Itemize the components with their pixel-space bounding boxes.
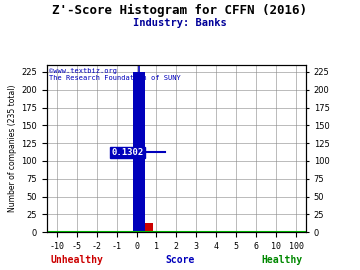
Text: Z'-Score Histogram for CFFN (2016): Z'-Score Histogram for CFFN (2016) xyxy=(53,4,307,17)
Text: Score: Score xyxy=(165,255,195,265)
Bar xyxy=(145,223,153,232)
Text: Unhealthy: Unhealthy xyxy=(50,255,103,265)
Text: Industry: Banks: Industry: Banks xyxy=(133,18,227,28)
Y-axis label: Number of companies (235 total): Number of companies (235 total) xyxy=(8,85,17,212)
Text: ©www.textbiz.org
The Research Foundation of SUNY: ©www.textbiz.org The Research Foundation… xyxy=(49,68,181,81)
Text: Healthy: Healthy xyxy=(261,255,302,265)
Bar xyxy=(133,72,145,232)
Text: 0.1302: 0.1302 xyxy=(112,148,144,157)
